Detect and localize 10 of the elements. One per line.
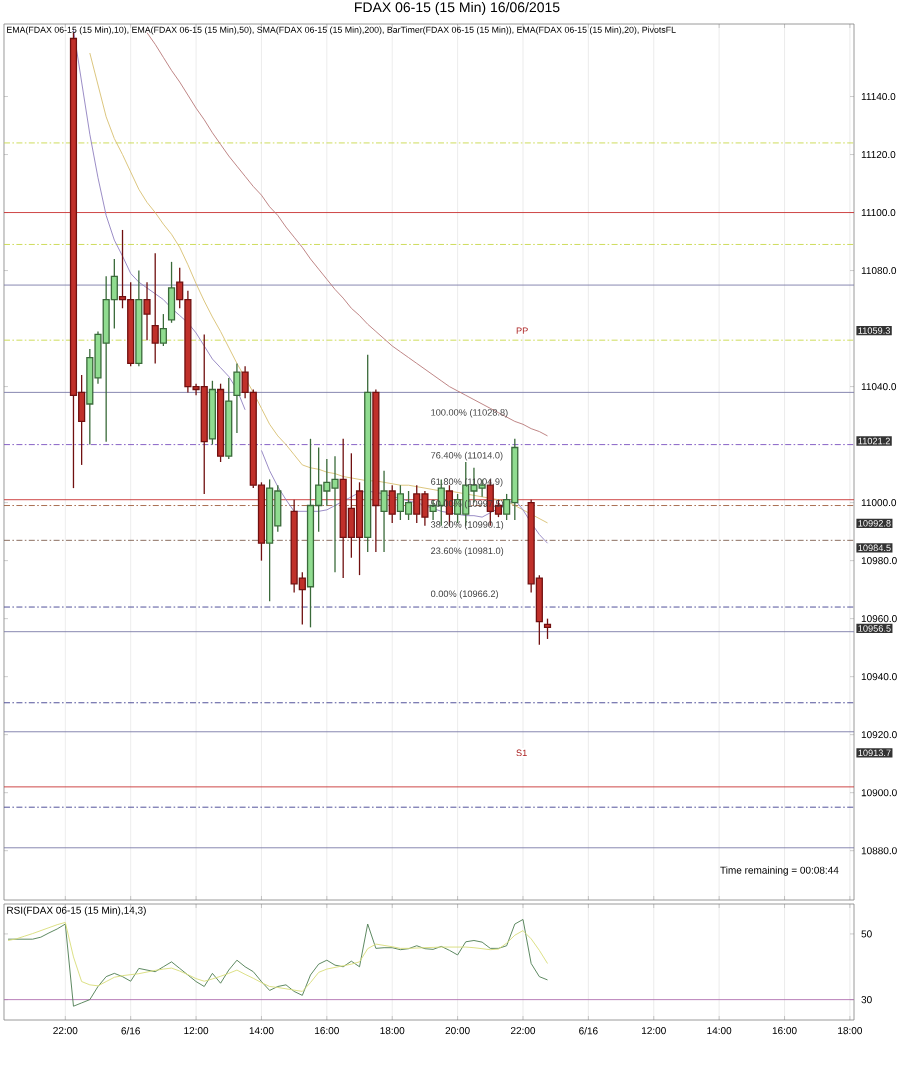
candlestick bbox=[135, 269, 143, 367]
candlestick bbox=[102, 275, 110, 443]
candlestick bbox=[184, 290, 192, 394]
candlestick bbox=[306, 438, 315, 628]
candlestick bbox=[200, 333, 208, 495]
candlestick bbox=[380, 470, 388, 553]
candlestick bbox=[331, 455, 339, 573]
candlestick bbox=[151, 252, 159, 365]
candlestick bbox=[233, 362, 241, 434]
candlestick bbox=[143, 281, 151, 341]
